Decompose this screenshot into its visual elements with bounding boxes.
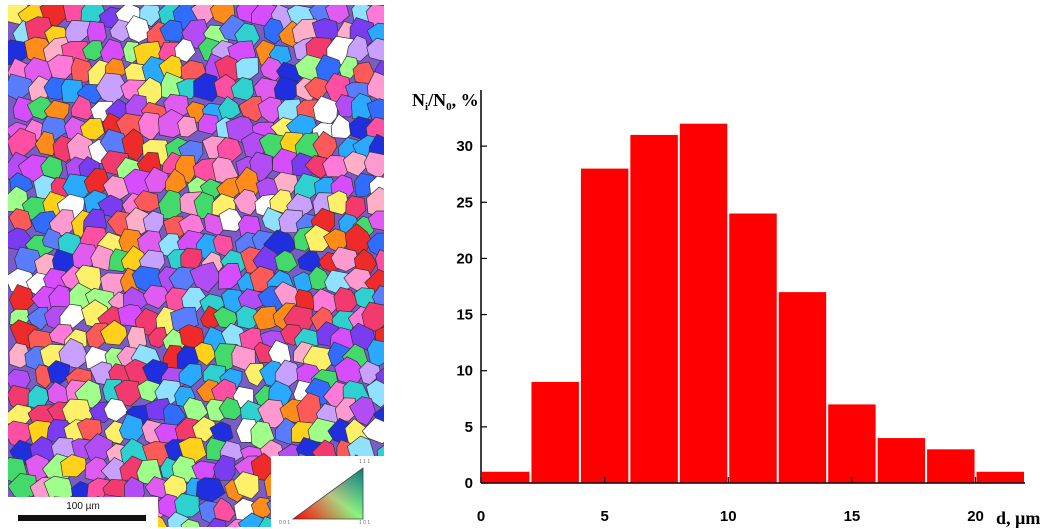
- y-tick-label: 30: [456, 138, 473, 155]
- grain: [273, 171, 299, 195]
- grain: [218, 396, 243, 420]
- scale-bar: [18, 515, 146, 521]
- grain: [125, 15, 152, 43]
- grain: [133, 190, 160, 213]
- grain: [216, 137, 243, 163]
- grain: [367, 210, 384, 231]
- grain: [34, 130, 57, 156]
- y-tick-label: 15: [456, 307, 473, 324]
- ipf-color-key: 0 0 1 1 0 1 1 1 1: [271, 456, 384, 527]
- y-tick-label: 20: [456, 250, 473, 267]
- grain: [218, 95, 241, 119]
- histogram-bar: [877, 438, 926, 483]
- grain: [144, 166, 169, 193]
- grain: [233, 189, 261, 216]
- grain: [82, 40, 105, 61]
- histogram-bar: [976, 471, 1024, 483]
- grain: [218, 208, 245, 232]
- grain: [194, 342, 217, 367]
- ebsd-micrograph: 100 µm 0 0 1 1 0 1 1 1 1: [8, 5, 384, 527]
- grain: [99, 319, 128, 346]
- grain: [70, 94, 94, 121]
- grain: [213, 497, 236, 523]
- grain: [113, 379, 142, 407]
- grain: [238, 95, 266, 123]
- ipf-label-101: 1 0 1: [359, 520, 371, 526]
- grain: [193, 72, 222, 102]
- grain: [59, 303, 87, 329]
- grain: [198, 113, 220, 135]
- grain: [365, 379, 384, 408]
- grain: [218, 263, 243, 290]
- grain: [174, 38, 197, 63]
- grain: [334, 397, 357, 422]
- grain: [174, 493, 200, 518]
- grain: [257, 399, 289, 429]
- grain: [206, 518, 227, 527]
- histogram-bar: [778, 292, 827, 483]
- x-tick-label: 5: [600, 508, 608, 525]
- grain: [26, 306, 50, 331]
- grain: [147, 326, 169, 349]
- y-tick-label: 25: [456, 194, 473, 211]
- grain: [353, 172, 379, 198]
- ipf-label-111: 1 1 1: [359, 459, 371, 465]
- x-axis-title: d, µm: [996, 508, 1040, 528]
- grain: [177, 115, 198, 138]
- y-tick-label: 0: [465, 475, 473, 492]
- ipf-triangle: [291, 467, 364, 520]
- scale-bar-box: 100 µm: [8, 497, 158, 527]
- grain: [274, 250, 298, 273]
- histogram-bar: [927, 449, 975, 483]
- x-tick-label: 10: [720, 508, 737, 525]
- histogram-bar: [580, 168, 629, 483]
- grain: [348, 396, 376, 426]
- grain: [244, 362, 267, 387]
- histogram-bar: [531, 381, 579, 483]
- grain: [178, 437, 207, 463]
- grain: [180, 518, 201, 527]
- histogram-bar: [828, 404, 876, 483]
- histogram-bar: [679, 123, 728, 483]
- grain: [324, 5, 350, 24]
- grain: [345, 34, 370, 62]
- grain: [80, 118, 105, 141]
- grain: [375, 249, 384, 273]
- histogram-bar: [729, 213, 777, 483]
- grain: [361, 417, 384, 444]
- grain: [353, 248, 377, 275]
- grain: [367, 339, 384, 367]
- grain: [326, 190, 350, 216]
- grain: [235, 56, 259, 80]
- scale-bar-label: 100 µm: [66, 501, 100, 512]
- x-tick-label: 20: [967, 508, 984, 525]
- grain: [335, 94, 357, 118]
- grain: [191, 416, 218, 443]
- y-axis-title: Ni/N0, %: [412, 90, 479, 113]
- grain: [60, 454, 87, 478]
- ipf-label-001: 0 0 1: [279, 520, 291, 526]
- grain: [366, 37, 384, 62]
- y-tick-label: 5: [465, 419, 473, 436]
- grain: [142, 284, 171, 310]
- grain: [178, 363, 203, 388]
- x-tick-label: 15: [844, 508, 861, 525]
- grain: [252, 305, 281, 331]
- grain: [233, 471, 260, 500]
- grain: [366, 186, 384, 218]
- histogram-bar: [630, 134, 678, 483]
- grain: [330, 246, 361, 272]
- grain: [189, 261, 222, 293]
- histogram-bar: [482, 471, 530, 483]
- y-tick-label: 10: [456, 363, 473, 380]
- x-tick-label: 0: [477, 508, 485, 525]
